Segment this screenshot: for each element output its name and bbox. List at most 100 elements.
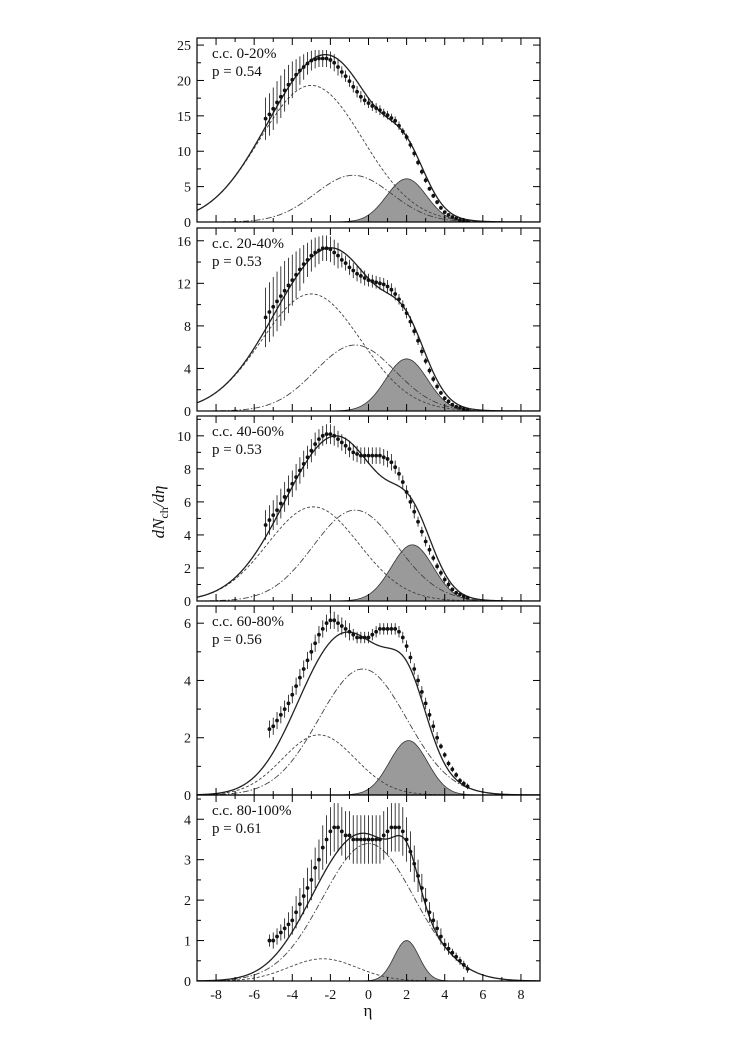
y-tick-label: 0 bbox=[184, 405, 191, 420]
data-point bbox=[435, 735, 439, 740]
data-point bbox=[385, 113, 390, 118]
data-point bbox=[389, 116, 394, 120]
y-tick-label: 20 bbox=[177, 74, 191, 89]
data-point bbox=[263, 116, 268, 121]
data-point bbox=[465, 966, 470, 971]
data-point bbox=[378, 281, 382, 286]
data-point bbox=[324, 56, 329, 61]
data-point bbox=[465, 595, 470, 600]
data-point bbox=[332, 433, 337, 438]
data-point bbox=[435, 384, 439, 389]
data-point bbox=[385, 457, 390, 461]
centrality-label: c.c. 20-40% bbox=[212, 236, 284, 252]
y-tick-label: 15 bbox=[177, 110, 191, 125]
data-point bbox=[397, 471, 401, 476]
x-tick-label: -2 bbox=[325, 988, 337, 1003]
data-point bbox=[404, 644, 409, 648]
data-point bbox=[278, 294, 283, 298]
data-point bbox=[328, 829, 333, 834]
data-point bbox=[397, 297, 401, 302]
data-point bbox=[294, 684, 298, 689]
panel-2: 0 4 8 12 16 c.c. 20-40% p = 0.53 bbox=[177, 227, 541, 420]
panel-5: -8 -6 -4 -2 0 2 4 6 8 0 1 2 3 4 c.c. 80-100% p = 0.61 bbox=[184, 794, 541, 1003]
y-tick-label: 4 bbox=[184, 362, 191, 377]
data-point bbox=[423, 178, 428, 183]
data-point bbox=[351, 837, 356, 842]
y-tick-label: 1 bbox=[184, 935, 191, 950]
data-point bbox=[332, 618, 337, 623]
total-fit-curve bbox=[197, 631, 540, 795]
data-point bbox=[381, 833, 386, 838]
data-point bbox=[271, 513, 276, 518]
data-point bbox=[393, 825, 398, 830]
data-point bbox=[343, 443, 348, 448]
data-point bbox=[366, 278, 371, 283]
data-point bbox=[427, 186, 432, 191]
data-point bbox=[324, 837, 329, 842]
data-point bbox=[431, 193, 436, 198]
data-point bbox=[320, 433, 325, 438]
y-tick-label: 4 bbox=[184, 529, 191, 544]
data-point bbox=[446, 761, 451, 766]
p-value-label: p = 0.56 bbox=[212, 632, 262, 648]
data-point bbox=[419, 886, 424, 890]
data-point bbox=[374, 629, 379, 634]
data-point bbox=[450, 767, 455, 772]
y-tick-label: 2 bbox=[184, 562, 191, 577]
data-point bbox=[446, 946, 451, 951]
data-point bbox=[305, 258, 310, 262]
y-tick-label: 6 bbox=[184, 496, 191, 511]
data-point bbox=[309, 58, 314, 63]
data-point bbox=[439, 744, 443, 749]
data-point bbox=[358, 94, 363, 99]
y-axis-title: dNch/dη bbox=[149, 486, 171, 539]
data-point bbox=[454, 954, 459, 959]
data-point bbox=[301, 462, 306, 466]
data-point bbox=[313, 57, 318, 62]
data-point bbox=[370, 837, 375, 842]
data-point bbox=[282, 495, 287, 499]
data-point bbox=[446, 213, 451, 217]
data-point bbox=[389, 460, 394, 465]
data-point bbox=[397, 825, 401, 830]
data-point bbox=[389, 627, 394, 631]
data-point bbox=[317, 248, 321, 253]
data-point bbox=[294, 72, 298, 77]
x-tick-label: -4 bbox=[286, 988, 298, 1003]
data-point bbox=[301, 894, 306, 898]
p-value-label: p = 0.53 bbox=[212, 254, 262, 270]
data-point bbox=[442, 577, 447, 582]
data-point bbox=[275, 508, 279, 513]
x-tick-label: 4 bbox=[441, 988, 448, 1003]
data-point bbox=[339, 258, 344, 262]
data-point bbox=[400, 829, 405, 834]
data-point bbox=[355, 452, 359, 456]
data-point bbox=[336, 621, 340, 626]
data-point bbox=[267, 727, 272, 732]
data-point bbox=[435, 200, 439, 205]
target-source-fill bbox=[197, 358, 540, 411]
data-point bbox=[320, 246, 325, 251]
data-point bbox=[267, 938, 272, 943]
p-value-label: p = 0.53 bbox=[212, 442, 262, 458]
data-point bbox=[442, 396, 447, 401]
data-point bbox=[305, 886, 310, 890]
data-point bbox=[294, 272, 298, 277]
x-tick-label: 2 bbox=[403, 988, 410, 1003]
data-point bbox=[343, 833, 348, 838]
data-point bbox=[320, 845, 325, 850]
data-point bbox=[309, 448, 314, 453]
data-point bbox=[442, 210, 447, 214]
data-point bbox=[442, 942, 447, 947]
data-point bbox=[343, 74, 348, 79]
data-point bbox=[404, 135, 409, 139]
data-point bbox=[412, 509, 417, 514]
data-point bbox=[461, 594, 466, 598]
data-point bbox=[275, 718, 279, 723]
data-point bbox=[267, 518, 272, 522]
y-tick-label: 0 bbox=[184, 216, 191, 231]
data-point bbox=[431, 377, 436, 381]
data-point bbox=[358, 453, 363, 458]
data-point bbox=[355, 837, 359, 842]
